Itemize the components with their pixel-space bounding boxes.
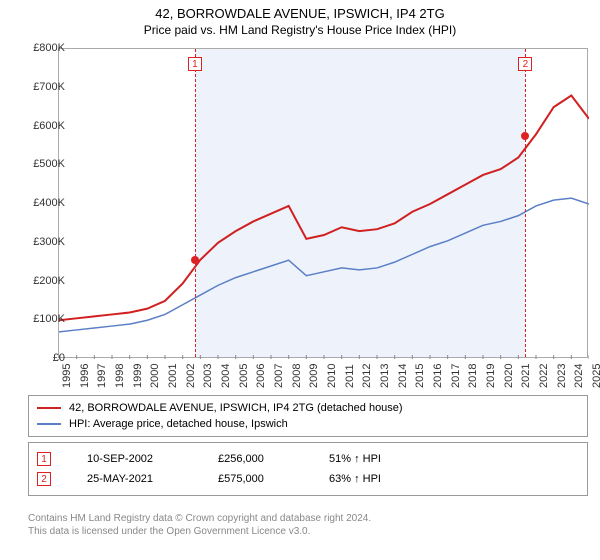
event-marker: 1: [188, 57, 202, 71]
x-axis-label: 2017: [450, 364, 462, 388]
chart-svg: [59, 49, 589, 359]
tx-marker: 1: [37, 452, 51, 466]
x-axis-label: 1996: [79, 364, 91, 388]
y-axis-label: £0: [53, 352, 65, 364]
x-axis-label: 2022: [538, 364, 550, 388]
x-axis-label: 2009: [308, 364, 320, 388]
tx-date: 10-SEP-2002: [87, 453, 182, 465]
x-axis-label: 2024: [573, 364, 585, 388]
event-dot: [521, 132, 529, 140]
x-axis-label: 2013: [379, 364, 391, 388]
tx-date: 25-MAY-2021: [87, 473, 182, 485]
x-axis-label: 2015: [414, 364, 426, 388]
y-axis-label: £500K: [33, 158, 65, 170]
event-marker: 2: [518, 57, 532, 71]
x-axis-label: 1995: [61, 364, 73, 388]
x-axis-label: 2007: [273, 364, 285, 388]
legend-row: 42, BORROWDALE AVENUE, IPSWICH, IP4 2TG …: [37, 400, 579, 416]
tx-price: £256,000: [218, 453, 293, 465]
y-axis-label: £700K: [33, 81, 65, 93]
copyright-line-1: Contains HM Land Registry data © Crown c…: [28, 512, 371, 525]
x-axis-label: 2010: [326, 364, 338, 388]
chart-subtitle: Price paid vs. HM Land Registry's House …: [0, 21, 600, 37]
x-axis-label: 2023: [556, 364, 568, 388]
x-axis-label: 2002: [185, 364, 197, 388]
legend-label-1: 42, BORROWDALE AVENUE, IPSWICH, IP4 2TG …: [69, 402, 403, 414]
y-axis-label: £400K: [33, 197, 65, 209]
legend-label-2: HPI: Average price, detached house, Ipsw…: [69, 418, 288, 430]
legend-swatch-2: [37, 423, 61, 425]
y-axis-label: £300K: [33, 236, 65, 248]
x-axis-label: 2018: [467, 364, 479, 388]
x-axis-label: 2005: [238, 364, 250, 388]
x-axis-label: 2011: [344, 364, 356, 388]
chart-title: 42, BORROWDALE AVENUE, IPSWICH, IP4 2TG: [0, 0, 600, 21]
y-axis-label: £200K: [33, 275, 65, 287]
transaction-row: 2 25-MAY-2021 £575,000 63% ↑ HPI: [37, 469, 579, 489]
x-axis-label: 2014: [397, 364, 409, 388]
legend: 42, BORROWDALE AVENUE, IPSWICH, IP4 2TG …: [28, 395, 588, 437]
x-axis-label: 1997: [96, 364, 108, 388]
y-axis-label: £600K: [33, 120, 65, 132]
x-axis-label: 2016: [432, 364, 444, 388]
tx-hpi: 63% ↑ HPI: [329, 473, 381, 485]
x-axis-label: 1998: [114, 364, 126, 388]
x-axis-label: 2012: [361, 364, 373, 388]
x-axis-label: 2020: [503, 364, 515, 388]
plot-area: 12: [58, 48, 588, 358]
copyright-line-2: This data is licensed under the Open Gov…: [28, 525, 371, 538]
tx-marker: 2: [37, 472, 51, 486]
price-chart: 42, BORROWDALE AVENUE, IPSWICH, IP4 2TG …: [0, 0, 600, 560]
tx-price: £575,000: [218, 473, 293, 485]
tx-hpi: 51% ↑ HPI: [329, 453, 381, 465]
x-axis-label: 2019: [485, 364, 497, 388]
legend-swatch-1: [37, 407, 61, 409]
x-axis-label: 2021: [520, 364, 532, 388]
x-axis-label: 2025: [591, 364, 600, 388]
x-axis-label: 2008: [291, 364, 303, 388]
x-axis-label: 2004: [220, 364, 232, 388]
transactions-panel: 1 10-SEP-2002 £256,000 51% ↑ HPI 2 25-MA…: [28, 442, 588, 496]
x-axis-label: 1999: [132, 364, 144, 388]
y-axis-label: £800K: [33, 42, 65, 54]
x-axis-label: 2003: [202, 364, 214, 388]
x-axis-label: 2001: [167, 364, 179, 388]
event-line: [525, 49, 526, 357]
event-line: [195, 49, 196, 357]
y-axis-label: £100K: [33, 313, 65, 325]
x-axis-label: 2000: [149, 364, 161, 388]
transaction-row: 1 10-SEP-2002 £256,000 51% ↑ HPI: [37, 449, 579, 469]
legend-row: HPI: Average price, detached house, Ipsw…: [37, 416, 579, 432]
event-dot: [191, 256, 199, 264]
copyright: Contains HM Land Registry data © Crown c…: [28, 512, 371, 538]
x-axis-label: 2006: [255, 364, 267, 388]
